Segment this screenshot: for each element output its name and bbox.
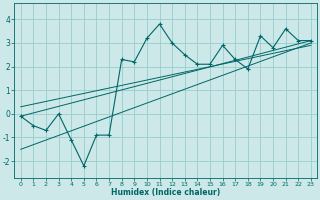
X-axis label: Humidex (Indice chaleur): Humidex (Indice chaleur) — [111, 188, 220, 197]
